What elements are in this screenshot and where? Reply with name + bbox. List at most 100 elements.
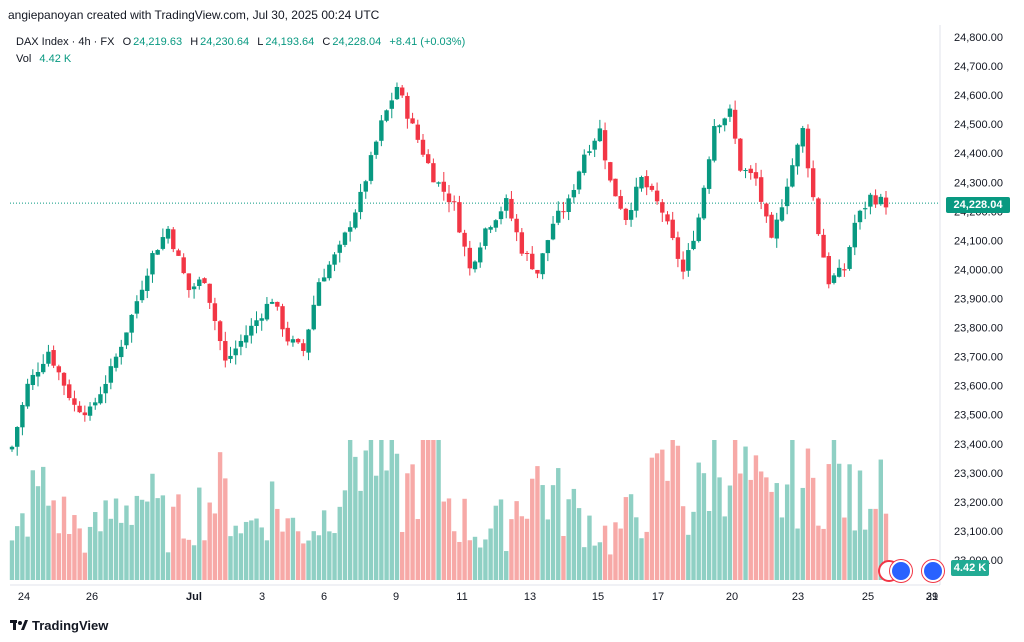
volume-bar	[327, 531, 332, 580]
volume-bar	[592, 545, 597, 580]
x-tick-label: 31	[926, 591, 938, 603]
candle-body	[514, 218, 519, 233]
candle-body	[524, 252, 530, 254]
y-tick-label: 24,100.00	[954, 235, 1003, 247]
candle-body	[295, 338, 301, 343]
volume-bar	[556, 468, 561, 580]
candle-body	[472, 261, 478, 270]
candle-body	[722, 118, 727, 126]
volume-bar	[124, 505, 129, 580]
candle-body	[613, 178, 618, 197]
volume-bar	[514, 501, 519, 580]
candle-body	[436, 182, 441, 184]
candle-body	[223, 341, 228, 361]
volume-bar	[46, 505, 51, 580]
volume-bar	[462, 498, 467, 580]
candle-body	[399, 87, 405, 96]
candle-body	[113, 356, 119, 368]
candle-body	[478, 247, 483, 263]
candle-body	[452, 201, 457, 203]
candle-body	[93, 402, 98, 406]
volume-bar	[202, 540, 207, 580]
candle-body	[9, 446, 15, 450]
candle-body	[165, 228, 171, 239]
volume-bar	[847, 464, 852, 580]
last-price-tag: 24,228.04	[946, 197, 1010, 213]
economic-event-icon[interactable]	[890, 560, 912, 582]
volume-bar	[498, 499, 504, 580]
candle-body	[72, 398, 77, 405]
candle-body	[98, 394, 103, 404]
volume-bar	[337, 506, 342, 580]
candle-body	[217, 321, 223, 342]
volume-bar	[51, 500, 56, 580]
volume-bar	[15, 526, 20, 580]
candle-body	[758, 177, 764, 202]
volume-bar	[197, 487, 202, 580]
candle-body	[259, 318, 264, 321]
candle-body	[675, 237, 681, 259]
candle-body	[686, 250, 691, 271]
x-tick-label: 3	[259, 591, 265, 603]
volume-bar	[509, 519, 514, 580]
volume-bar	[878, 459, 883, 580]
volume-bar	[862, 529, 868, 580]
volume-bar	[181, 538, 186, 580]
volume-bar	[290, 517, 296, 580]
x-tick-label: 9	[393, 591, 399, 603]
volume-bar	[623, 497, 629, 580]
candle-body	[873, 195, 878, 205]
candle-body	[498, 211, 504, 220]
volume-bar	[165, 552, 171, 580]
candle-body	[836, 267, 842, 277]
candle-body	[139, 289, 145, 301]
volume-bar	[524, 518, 530, 580]
candle-body	[618, 196, 623, 209]
candle-body	[852, 222, 857, 248]
candle-body	[753, 172, 759, 179]
volume-bar	[347, 440, 353, 580]
candle-body	[774, 219, 779, 239]
candle-body	[821, 234, 826, 258]
volume-bar	[774, 483, 779, 580]
candle-body	[160, 237, 166, 249]
candle-body	[805, 128, 811, 169]
volume-bar	[493, 505, 499, 580]
volume-bar	[316, 535, 322, 580]
candle-body	[243, 335, 249, 343]
candle-body	[727, 108, 733, 117]
candle-body	[347, 227, 353, 232]
volume-bar	[883, 513, 889, 580]
volume-bar	[722, 516, 727, 580]
candle-body	[582, 154, 587, 173]
candle-body	[878, 196, 883, 205]
volume-bar	[800, 487, 805, 580]
candle-body	[145, 275, 150, 291]
volume-bar	[732, 440, 738, 580]
candle-body	[493, 220, 499, 228]
volume-bar	[436, 440, 441, 580]
candle-body	[665, 214, 670, 222]
candle-body	[103, 383, 108, 394]
volume-bar	[519, 516, 525, 580]
candle-body	[576, 171, 582, 190]
symbol-label[interactable]: DAX Index · 4h · FX	[16, 36, 115, 48]
y-tick-label: 23,600.00	[954, 381, 1003, 393]
volume-bar	[405, 473, 410, 580]
economic-event-icon-2[interactable]	[922, 560, 944, 582]
candle-body	[311, 304, 316, 330]
volume-bar	[816, 525, 821, 580]
volume-bar	[249, 520, 254, 580]
volume-bar	[82, 552, 88, 580]
volume-bar	[368, 440, 374, 580]
candle-body	[228, 355, 233, 359]
candle-body	[597, 128, 603, 142]
candle-body	[446, 193, 452, 203]
volume-bar	[275, 508, 280, 580]
candle-body	[457, 202, 462, 233]
volume-bar	[613, 522, 618, 580]
candle-body	[602, 130, 608, 161]
candle-body	[691, 240, 696, 250]
volume-bar	[717, 477, 722, 580]
